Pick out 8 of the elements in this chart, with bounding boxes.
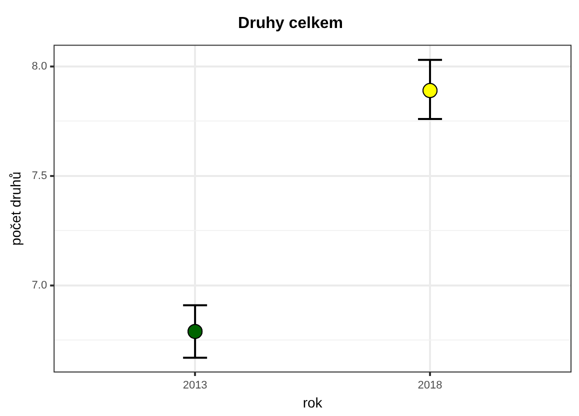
chart-title: Druhy celkem — [238, 15, 343, 32]
y-tick-label: 7.5 — [32, 170, 48, 182]
x-tick-label: 2013 — [182, 380, 208, 392]
y-tick-label: 8.0 — [32, 60, 48, 72]
x-axis-title: rok — [302, 394, 324, 410]
y-tick-label: 7.0 — [32, 280, 48, 292]
y-axis-title: počet druhů — [7, 172, 24, 246]
x-tick-label: 2018 — [418, 380, 442, 392]
